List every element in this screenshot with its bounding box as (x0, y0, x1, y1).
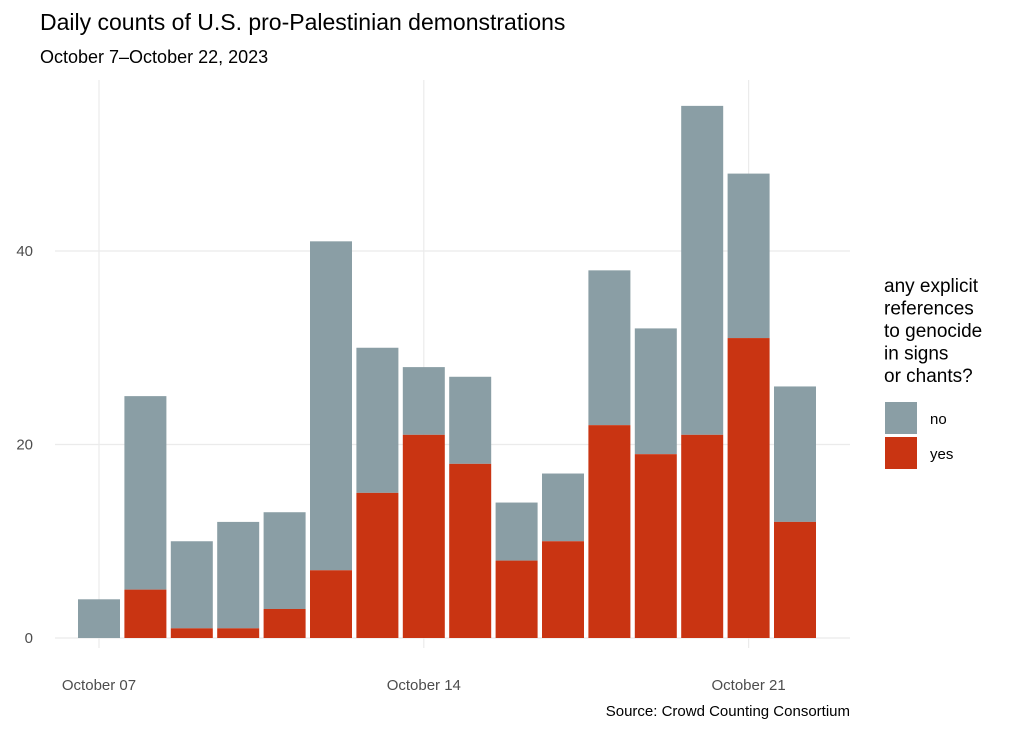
bar-no-2023-10-17 (542, 473, 584, 542)
y-tick-label: 40 (16, 243, 33, 260)
legend-title-line: to genocide (884, 321, 982, 342)
bar-yes-2023-10-20 (681, 434, 724, 638)
chart-title: Daily counts of U.S. pro-Palestinian dem… (40, 9, 565, 35)
bar-yes-2023-10-17 (542, 541, 584, 638)
chart-subtitle: October 7–October 22, 2023 (40, 47, 268, 67)
legend-label-yes: yes (930, 446, 953, 463)
bar-yes-2023-10-15 (449, 463, 492, 638)
bar-no-2023-10-11 (263, 512, 306, 609)
bars (78, 105, 816, 638)
y-axis: 0 20 40 (16, 243, 33, 647)
bar-yes-2023-10-08 (124, 589, 167, 638)
bar-yes-2023-10-13 (356, 492, 399, 638)
x-tick-label: October 14 (387, 677, 461, 694)
bar-no-2023-10-18 (588, 270, 631, 426)
legend-swatch-yes (885, 437, 917, 469)
legend-title-line: references (884, 299, 974, 320)
bar-no-2023-10-10 (217, 521, 260, 629)
bar-no-2023-10-14 (402, 367, 445, 435)
bar-no-2023-10-07 (78, 599, 120, 638)
x-tick-label: October 07 (62, 677, 136, 694)
bar-no-2023-10-19 (634, 328, 677, 455)
bar-no-2023-10-22 (774, 386, 816, 522)
x-axis: October 07 October 14 October 21 (62, 677, 786, 694)
legend-title-line: in signs (884, 344, 948, 365)
bar-no-2023-10-12 (310, 241, 352, 571)
bar-yes-2023-10-09 (170, 628, 213, 638)
legend-title-line: any explicit (884, 276, 979, 297)
bar-yes-2023-10-18 (588, 425, 631, 638)
bar-yes-2023-10-16 (495, 560, 538, 638)
bar-yes-2023-10-19 (634, 454, 677, 638)
legend-swatch-no (885, 402, 917, 434)
bar-no-2023-10-20 (681, 105, 724, 435)
bar-yes-2023-10-22 (774, 521, 816, 638)
x-tick-label: October 21 (711, 677, 785, 694)
bar-no-2023-10-16 (495, 502, 538, 561)
chart-caption: Source: Crowd Counting Consortium (606, 703, 850, 720)
y-tick-label: 20 (16, 437, 33, 454)
legend-label-no: no (930, 411, 947, 428)
bar-no-2023-10-13 (356, 347, 399, 493)
bar-yes-2023-10-21 (727, 338, 770, 638)
y-tick-label: 0 (25, 630, 33, 647)
bar-no-2023-10-21 (727, 173, 770, 339)
bar-no-2023-10-15 (449, 376, 492, 464)
bar-no-2023-10-09 (170, 541, 213, 629)
bar-yes-2023-10-10 (217, 628, 260, 638)
legend-title-line: or chants? (884, 366, 973, 387)
bar-no-2023-10-08 (124, 396, 167, 590)
bar-yes-2023-10-11 (263, 608, 306, 638)
bar-yes-2023-10-14 (402, 434, 445, 638)
bar-yes-2023-10-12 (310, 570, 352, 638)
